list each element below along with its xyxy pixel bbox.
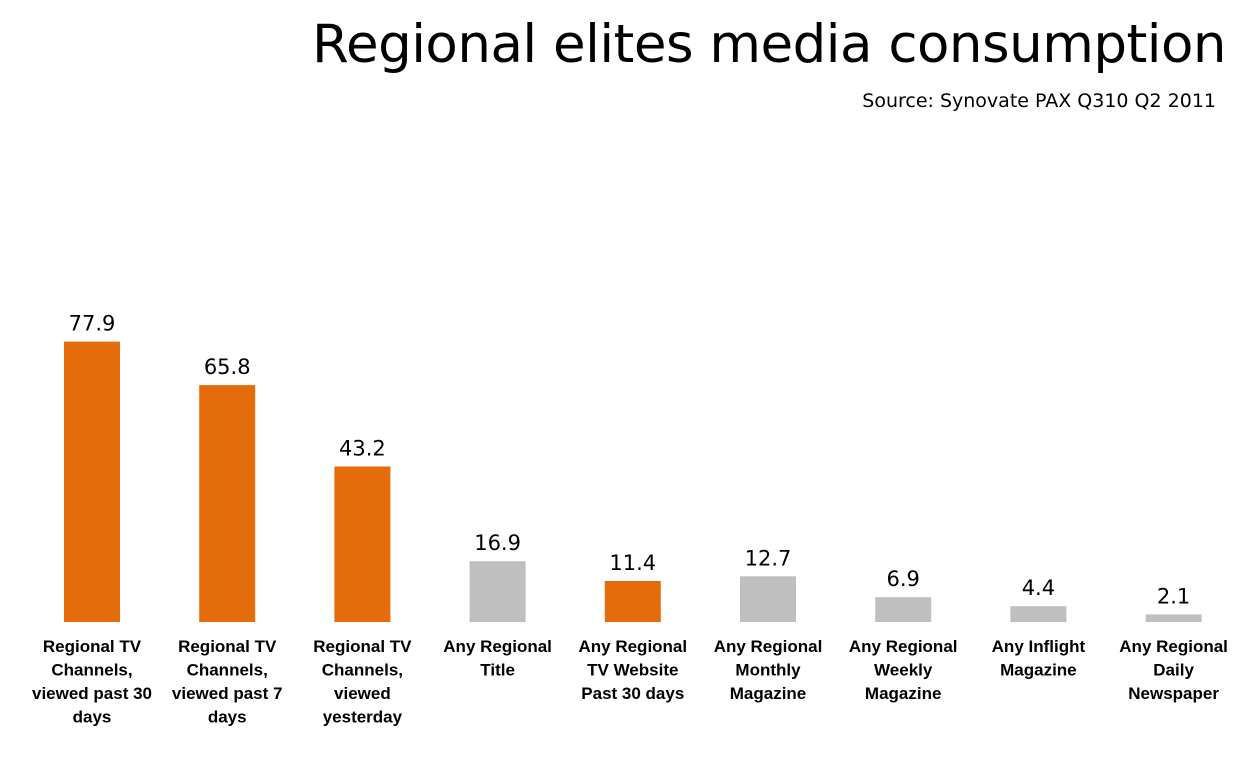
value-label-5: 12.7 [745,546,792,570]
category-label-line: Title [480,661,515,680]
category-label-line: Regional TV [313,637,412,656]
category-label-6: Any Regional Weekly Magazine [849,637,958,703]
category-label-line: Past 30 days [581,684,684,703]
chart-title: Regional elites media consumption [312,14,1226,75]
value-label-2: 43.2 [339,437,386,461]
category-label-line: Channels, [51,661,132,680]
bar-3 [469,561,526,622]
bar-8 [1145,614,1202,622]
category-label-line: Monthly [735,661,801,680]
category-label-line: Regional TV [43,637,142,656]
category-label-line: Any Regional [714,637,823,656]
category-label-line: days [73,708,112,727]
category-label-3: Any Regional Title [443,637,552,680]
category-label-line: Magazine [865,684,942,703]
category-label-line: TV Website [587,661,678,680]
category-label-line: Channels, [187,661,268,680]
category-label-2: Regional TV Channels, viewed yesterday [313,637,412,727]
value-label-6: 6.9 [886,567,919,591]
category-label-line: yesterday [323,708,403,727]
category-label-line: Channels, [322,661,403,680]
value-label-3: 16.9 [474,531,521,555]
chart-source: Source: Synovate PAX Q310 Q2 2011 [862,90,1216,112]
bar-1 [199,385,256,622]
category-label-line: Regional TV [178,637,277,656]
category-label-line: Any Regional [849,637,958,656]
value-label-0: 77.9 [69,312,116,336]
category-label-line: viewed past 30 [32,684,152,703]
category-label-5: Any Regional Monthly Magazine [714,637,823,703]
bar-0 [64,341,120,622]
bar-5 [740,576,796,622]
category-label-line: days [208,708,247,727]
category-label-line: Newspaper [1128,684,1219,703]
bar-2 [334,466,391,622]
category-label-line: Weekly [874,661,933,680]
value-label-1: 65.8 [204,355,251,379]
category-label-0: Regional TV Channels, viewed past 30 days [32,637,152,727]
category-label-line: Any Regional [443,637,552,656]
category-label-line: Any Inflight [992,637,1086,656]
bar-7 [1010,606,1067,622]
category-label-line: Magazine [1000,661,1077,680]
value-label-4: 11.4 [609,551,656,575]
category-label-4: Any Regional TV Website Past 30 days [578,637,687,703]
category-label-8: Any Regional Daily Newspaper [1119,637,1228,703]
category-label-1: Regional TV Channels, viewed past 7 days [172,637,283,727]
value-label-8: 2.1 [1157,584,1190,608]
category-label-line: Daily [1153,661,1194,680]
category-label-line: viewed past 7 [172,684,283,703]
category-label-line: Any Regional [1119,637,1228,656]
category-label-7: Any Inflight Magazine [992,637,1086,680]
bar-6 [875,597,932,622]
category-label-line: Any Regional [578,637,687,656]
category-label-line: Magazine [730,684,807,703]
bar-4 [604,581,661,622]
category-label-line: viewed [334,684,391,703]
value-label-7: 4.4 [1022,576,1055,600]
